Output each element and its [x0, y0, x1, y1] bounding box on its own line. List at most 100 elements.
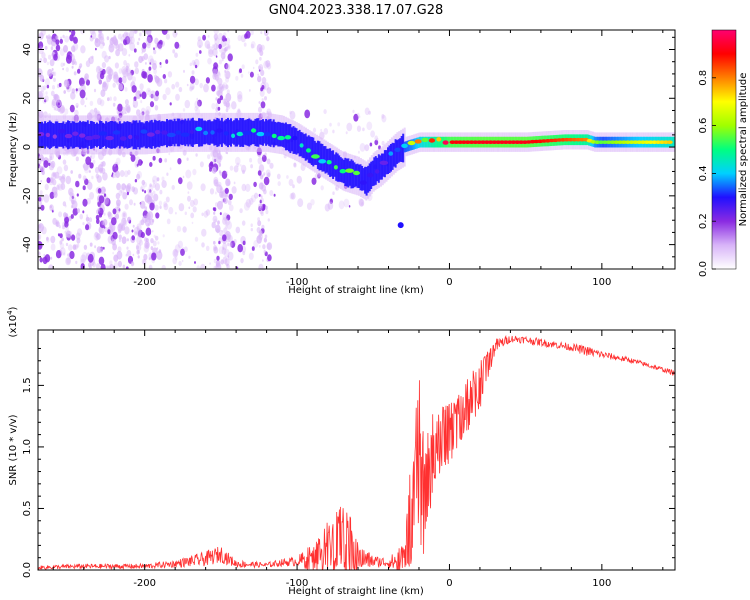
noise-speck: [225, 170, 228, 175]
noise-speck: [329, 122, 332, 127]
noise-speck: [182, 175, 185, 179]
noise-speck: [140, 200, 146, 209]
noise-speck: [130, 261, 135, 267]
noise-speck: [90, 31, 97, 40]
ridge-band: [377, 154, 380, 183]
noise-speck: [189, 82, 195, 91]
noise-speck: [97, 207, 101, 212]
ridge-band: [181, 119, 184, 146]
ridge-band: [108, 121, 111, 148]
ridge-band: [315, 142, 318, 165]
ridge-band: [422, 136, 424, 148]
y-tick-label: 0.5: [22, 501, 33, 517]
noise-speck: [261, 195, 263, 199]
noise-speck: [188, 206, 191, 210]
noise-speck: [266, 158, 271, 165]
noise-speck: [237, 34, 242, 42]
noise-speck: [64, 79, 68, 86]
noise-speck: [196, 97, 198, 101]
noise-speck: [213, 211, 216, 215]
noise-speck: [134, 61, 139, 68]
noise-speck: [60, 247, 66, 256]
ridge-band: [420, 136, 423, 148]
noise-speck: [90, 35, 93, 38]
noise-speck: [86, 214, 88, 218]
snr-series-line: [38, 335, 675, 570]
noise-speck: [241, 183, 247, 192]
noise-speck: [277, 181, 281, 187]
noise-speck: [65, 175, 72, 185]
noise-speck: [95, 214, 100, 221]
ridge-band: [406, 140, 409, 152]
ridge-core: [84, 135, 94, 141]
ridge-band: [672, 136, 674, 148]
noise-speck: [226, 264, 229, 268]
noise-speck: [266, 36, 270, 42]
noise-speck: [266, 62, 272, 70]
noise-speck: [226, 151, 228, 155]
noise-speck: [264, 30, 269, 37]
noise-speck: [129, 199, 133, 206]
noise-speck: [218, 170, 222, 174]
noise-speck: [70, 170, 73, 174]
noise-speck: [89, 162, 94, 169]
ridge-core: [414, 139, 422, 144]
ridge-band: [393, 143, 396, 167]
noise-speck: [223, 32, 227, 38]
noise-speck: [240, 73, 244, 78]
ridge-band: [402, 133, 405, 163]
noise-speck: [112, 82, 116, 88]
noise-speck: [243, 42, 247, 47]
noise-speck: [260, 211, 264, 217]
x-axis-label: Height of straight line (km): [288, 586, 424, 597]
ridge-band: [50, 121, 53, 148]
noise-speck: [235, 226, 241, 234]
noise-speck: [229, 165, 234, 171]
ridge-core: [210, 130, 215, 135]
noise-speck: [250, 164, 254, 169]
noise-speck: [63, 62, 66, 66]
noise-speck: [124, 36, 131, 45]
noise-speck: [121, 76, 127, 84]
noise-speck: [49, 177, 54, 184]
noise-speck: [134, 67, 139, 75]
noise-speck: [115, 49, 120, 57]
noise-speck: [267, 172, 271, 178]
noise-speck: [72, 193, 75, 198]
ridge-band: [348, 161, 351, 186]
noise-speck: [155, 212, 160, 219]
noise-speck: [95, 235, 99, 241]
noise-speck: [69, 30, 72, 33]
colorbar-tick-label: 0.2: [698, 213, 709, 229]
noise-speck: [101, 161, 106, 167]
noise-speck: [39, 190, 43, 195]
y-tick-label: 0: [22, 144, 33, 150]
ridge-band: [228, 119, 231, 146]
noise-speck: [249, 157, 253, 163]
ridge-band: [106, 122, 109, 148]
noise-speck: [205, 245, 210, 251]
noise-speck: [116, 250, 123, 260]
noise-speck: [101, 50, 107, 59]
noise-speck: [159, 189, 163, 195]
ridge-band: [426, 136, 429, 148]
noise-speck: [118, 228, 122, 234]
noise-speck: [69, 104, 75, 113]
noise-speck: [153, 74, 158, 80]
noise-speck: [201, 212, 204, 217]
noise-speck: [248, 197, 254, 205]
ridge-band: [319, 143, 322, 171]
noise-speck: [198, 44, 202, 49]
ridge-core: [379, 160, 389, 165]
ridge-band: [121, 123, 124, 147]
noise-speck: [260, 227, 265, 234]
ridge-core: [154, 129, 161, 135]
ridge-band: [59, 123, 62, 147]
noise-speck: [142, 42, 147, 49]
spectrogram-image: [38, 30, 675, 269]
noise-speck: [259, 229, 262, 234]
noise-speck: [141, 71, 147, 79]
noise-speck: [148, 55, 154, 64]
noise-speck: [269, 190, 274, 196]
noise-speck: [49, 154, 53, 159]
